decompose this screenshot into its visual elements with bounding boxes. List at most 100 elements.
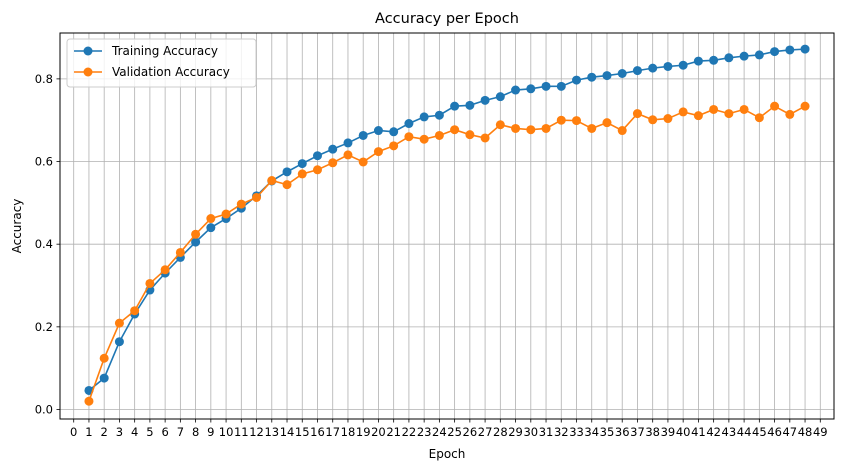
x-tick-label: 30 <box>523 425 538 439</box>
x-tick-label: 19 <box>356 425 371 439</box>
data-point <box>754 50 764 60</box>
x-tick-label: 37 <box>630 425 645 439</box>
legend-training-marker <box>83 46 93 56</box>
data-point <box>99 353 109 363</box>
data-point <box>480 133 490 143</box>
data-point <box>297 159 307 169</box>
x-tick-label: 25 <box>447 425 462 439</box>
data-point <box>373 126 383 136</box>
x-tick-label: 24 <box>432 425 447 439</box>
data-point <box>511 123 521 133</box>
x-tick-label: 34 <box>584 425 599 439</box>
data-point <box>297 169 307 179</box>
x-axis-label: Epoch <box>429 447 466 461</box>
x-tick-label: 0 <box>70 425 77 439</box>
x-tick-label: 2 <box>101 425 108 439</box>
data-point <box>84 396 94 406</box>
x-tick-label: 13 <box>264 425 279 439</box>
x-tick-label: 1 <box>85 425 92 439</box>
data-point <box>206 214 216 224</box>
series-1 <box>84 101 810 406</box>
y-axis-label: Accuracy <box>10 199 24 254</box>
legend-training-label: Training Accuracy <box>111 44 218 58</box>
data-point <box>678 107 688 117</box>
x-tick-label: 48 <box>798 425 813 439</box>
data-point <box>511 85 521 95</box>
y-tick-label: 0.0 <box>35 402 53 416</box>
x-tick-label: 16 <box>310 425 325 439</box>
data-point <box>800 101 810 111</box>
x-tick-label: 3 <box>116 425 123 439</box>
data-point <box>99 373 109 383</box>
grid-lines <box>60 33 834 419</box>
data-point <box>343 138 353 148</box>
data-point <box>389 141 399 151</box>
data-point <box>495 92 505 102</box>
x-tick-label: 29 <box>508 425 523 439</box>
series-line <box>88 105 806 402</box>
x-tick-label: 44 <box>737 425 752 439</box>
x-tick-label: 22 <box>402 425 417 439</box>
data-point <box>221 209 231 219</box>
x-tick-label: 20 <box>371 425 386 439</box>
data-point <box>541 123 551 133</box>
legend-validation-label: Validation Accuracy <box>112 65 230 79</box>
data-point <box>130 306 140 316</box>
data-point <box>465 100 475 110</box>
x-axis-ticks: 0 1 2 3 4 5 6 7 8 9 10 11 12 13 14 15 16 17 18 19 20 21 22 23 24… <box>70 419 828 439</box>
data-point <box>480 95 490 105</box>
x-tick-label: 36 <box>615 425 630 439</box>
data-point <box>282 180 292 190</box>
data-point <box>785 45 795 55</box>
x-tick-label: 15 <box>295 425 310 439</box>
y-tick-label: 0.8 <box>35 72 53 86</box>
y-tick-label: 0.6 <box>35 155 53 169</box>
data-point <box>572 116 582 126</box>
series-0 <box>84 44 810 395</box>
data-point <box>526 125 536 135</box>
x-tick-label: 43 <box>722 425 737 439</box>
x-tick-label: 26 <box>463 425 478 439</box>
x-tick-label: 45 <box>752 425 767 439</box>
data-point <box>343 150 353 160</box>
x-tick-label: 18 <box>341 425 356 439</box>
x-tick-label: 32 <box>554 425 569 439</box>
data-point <box>206 223 216 233</box>
data-point <box>236 199 246 209</box>
data-point <box>800 44 810 54</box>
data-point <box>739 104 749 114</box>
data-point <box>145 278 155 288</box>
data-point <box>191 237 201 247</box>
data-point <box>312 151 322 161</box>
data-point <box>632 66 642 76</box>
legend: Training Accuracy Validation Accuracy <box>66 38 257 88</box>
data-point <box>587 123 597 133</box>
data-point <box>373 147 383 157</box>
x-tick-label: 46 <box>767 425 782 439</box>
x-tick-label: 11 <box>234 425 249 439</box>
x-tick-label: 6 <box>161 425 168 439</box>
data-point <box>175 247 185 257</box>
data-point <box>724 109 734 119</box>
data-point <box>739 51 749 61</box>
x-tick-label: 27 <box>478 425 493 439</box>
data-point <box>754 113 764 123</box>
data-point <box>663 114 673 124</box>
data-point <box>724 53 734 63</box>
x-tick-label: 10 <box>219 425 234 439</box>
x-tick-label: 4 <box>131 425 138 439</box>
data-point <box>541 81 551 91</box>
x-tick-label: 42 <box>706 425 721 439</box>
x-tick-label: 38 <box>645 425 660 439</box>
x-tick-label: 47 <box>782 425 797 439</box>
data-point <box>312 165 322 175</box>
x-tick-label: 33 <box>569 425 584 439</box>
plot-frame <box>59 32 835 420</box>
data-point <box>617 126 627 136</box>
data-point <box>495 120 505 130</box>
x-tick-label: 9 <box>207 425 214 439</box>
series-group <box>84 44 810 406</box>
x-tick-label: 49 <box>813 425 828 439</box>
data-point <box>678 60 688 70</box>
